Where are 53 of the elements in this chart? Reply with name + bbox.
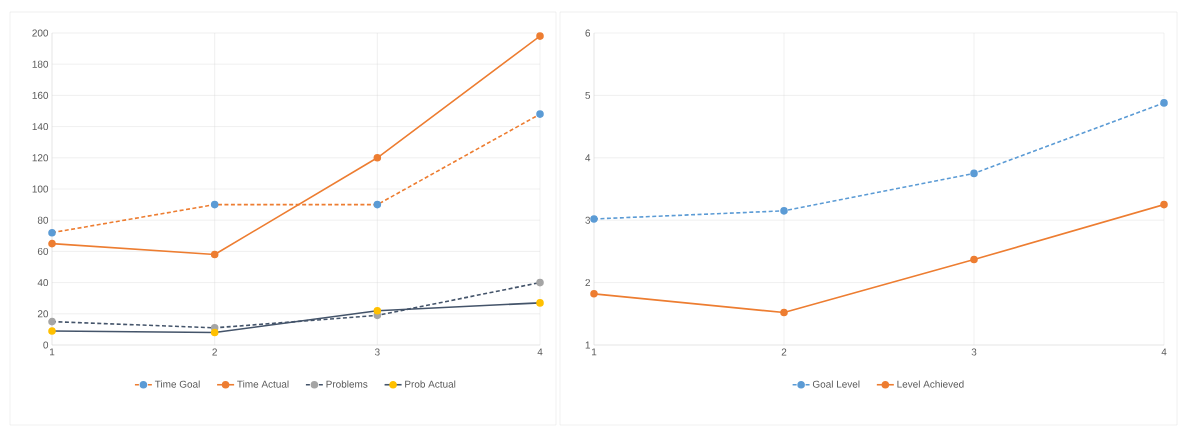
point bbox=[210, 328, 219, 337]
point bbox=[970, 255, 978, 264]
x-tick-label: 4 bbox=[1161, 348, 1167, 356]
y-tick-label: 1 bbox=[585, 341, 591, 349]
point bbox=[373, 200, 382, 209]
point bbox=[48, 317, 56, 326]
point bbox=[536, 32, 544, 40]
y-tick-label: 160 bbox=[32, 91, 49, 99]
point bbox=[373, 154, 382, 162]
y-tick-label: 40 bbox=[37, 279, 49, 287]
point bbox=[1160, 99, 1168, 107]
legend-label: Prob Actual bbox=[405, 380, 456, 388]
x-tick-label: 3 bbox=[971, 348, 977, 356]
y-tick-label: 2 bbox=[585, 279, 590, 287]
legend-label: Time Goal bbox=[154, 380, 200, 388]
y-tick-label: 4 bbox=[585, 154, 591, 162]
point bbox=[970, 169, 978, 178]
point bbox=[536, 278, 544, 287]
point bbox=[210, 250, 219, 259]
y-tick-label: 100 bbox=[32, 185, 49, 193]
y-tick-label: 80 bbox=[37, 216, 49, 224]
point bbox=[590, 215, 598, 223]
point bbox=[48, 239, 56, 248]
x-tick-label: 1 bbox=[50, 348, 55, 356]
y-tick-label: 3 bbox=[585, 216, 591, 224]
point bbox=[373, 306, 382, 315]
point bbox=[780, 308, 788, 317]
x-tick-label: 1 bbox=[592, 348, 597, 356]
legend-label: Level Achieved bbox=[897, 380, 964, 388]
y-tick-label: 200 bbox=[32, 29, 49, 37]
y-tick-label: 6 bbox=[585, 29, 591, 37]
y-tick-label: 20 bbox=[37, 310, 49, 318]
x-tick-label: 2 bbox=[212, 348, 217, 356]
x-tick-label: 2 bbox=[781, 348, 787, 356]
y-tick-label: 180 bbox=[32, 60, 49, 68]
y-tick-label: 120 bbox=[32, 154, 49, 162]
point bbox=[536, 299, 544, 307]
legend-label: Goal Level bbox=[812, 380, 860, 388]
point bbox=[48, 228, 56, 237]
x-tick-label: 3 bbox=[374, 348, 380, 356]
point bbox=[210, 200, 219, 209]
point bbox=[1160, 200, 1168, 209]
y-tick-label: 5 bbox=[585, 91, 591, 99]
point bbox=[536, 110, 544, 118]
point bbox=[780, 207, 788, 215]
x-tick-label: 4 bbox=[537, 348, 543, 356]
legend-label: Problems bbox=[326, 380, 368, 388]
point bbox=[590, 290, 598, 298]
y-tick-label: 60 bbox=[37, 247, 49, 255]
y-tick-label: 140 bbox=[32, 123, 49, 131]
legend-label: Time Actual bbox=[237, 380, 289, 388]
y-tick-label: 0 bbox=[43, 341, 49, 349]
point bbox=[48, 327, 56, 335]
